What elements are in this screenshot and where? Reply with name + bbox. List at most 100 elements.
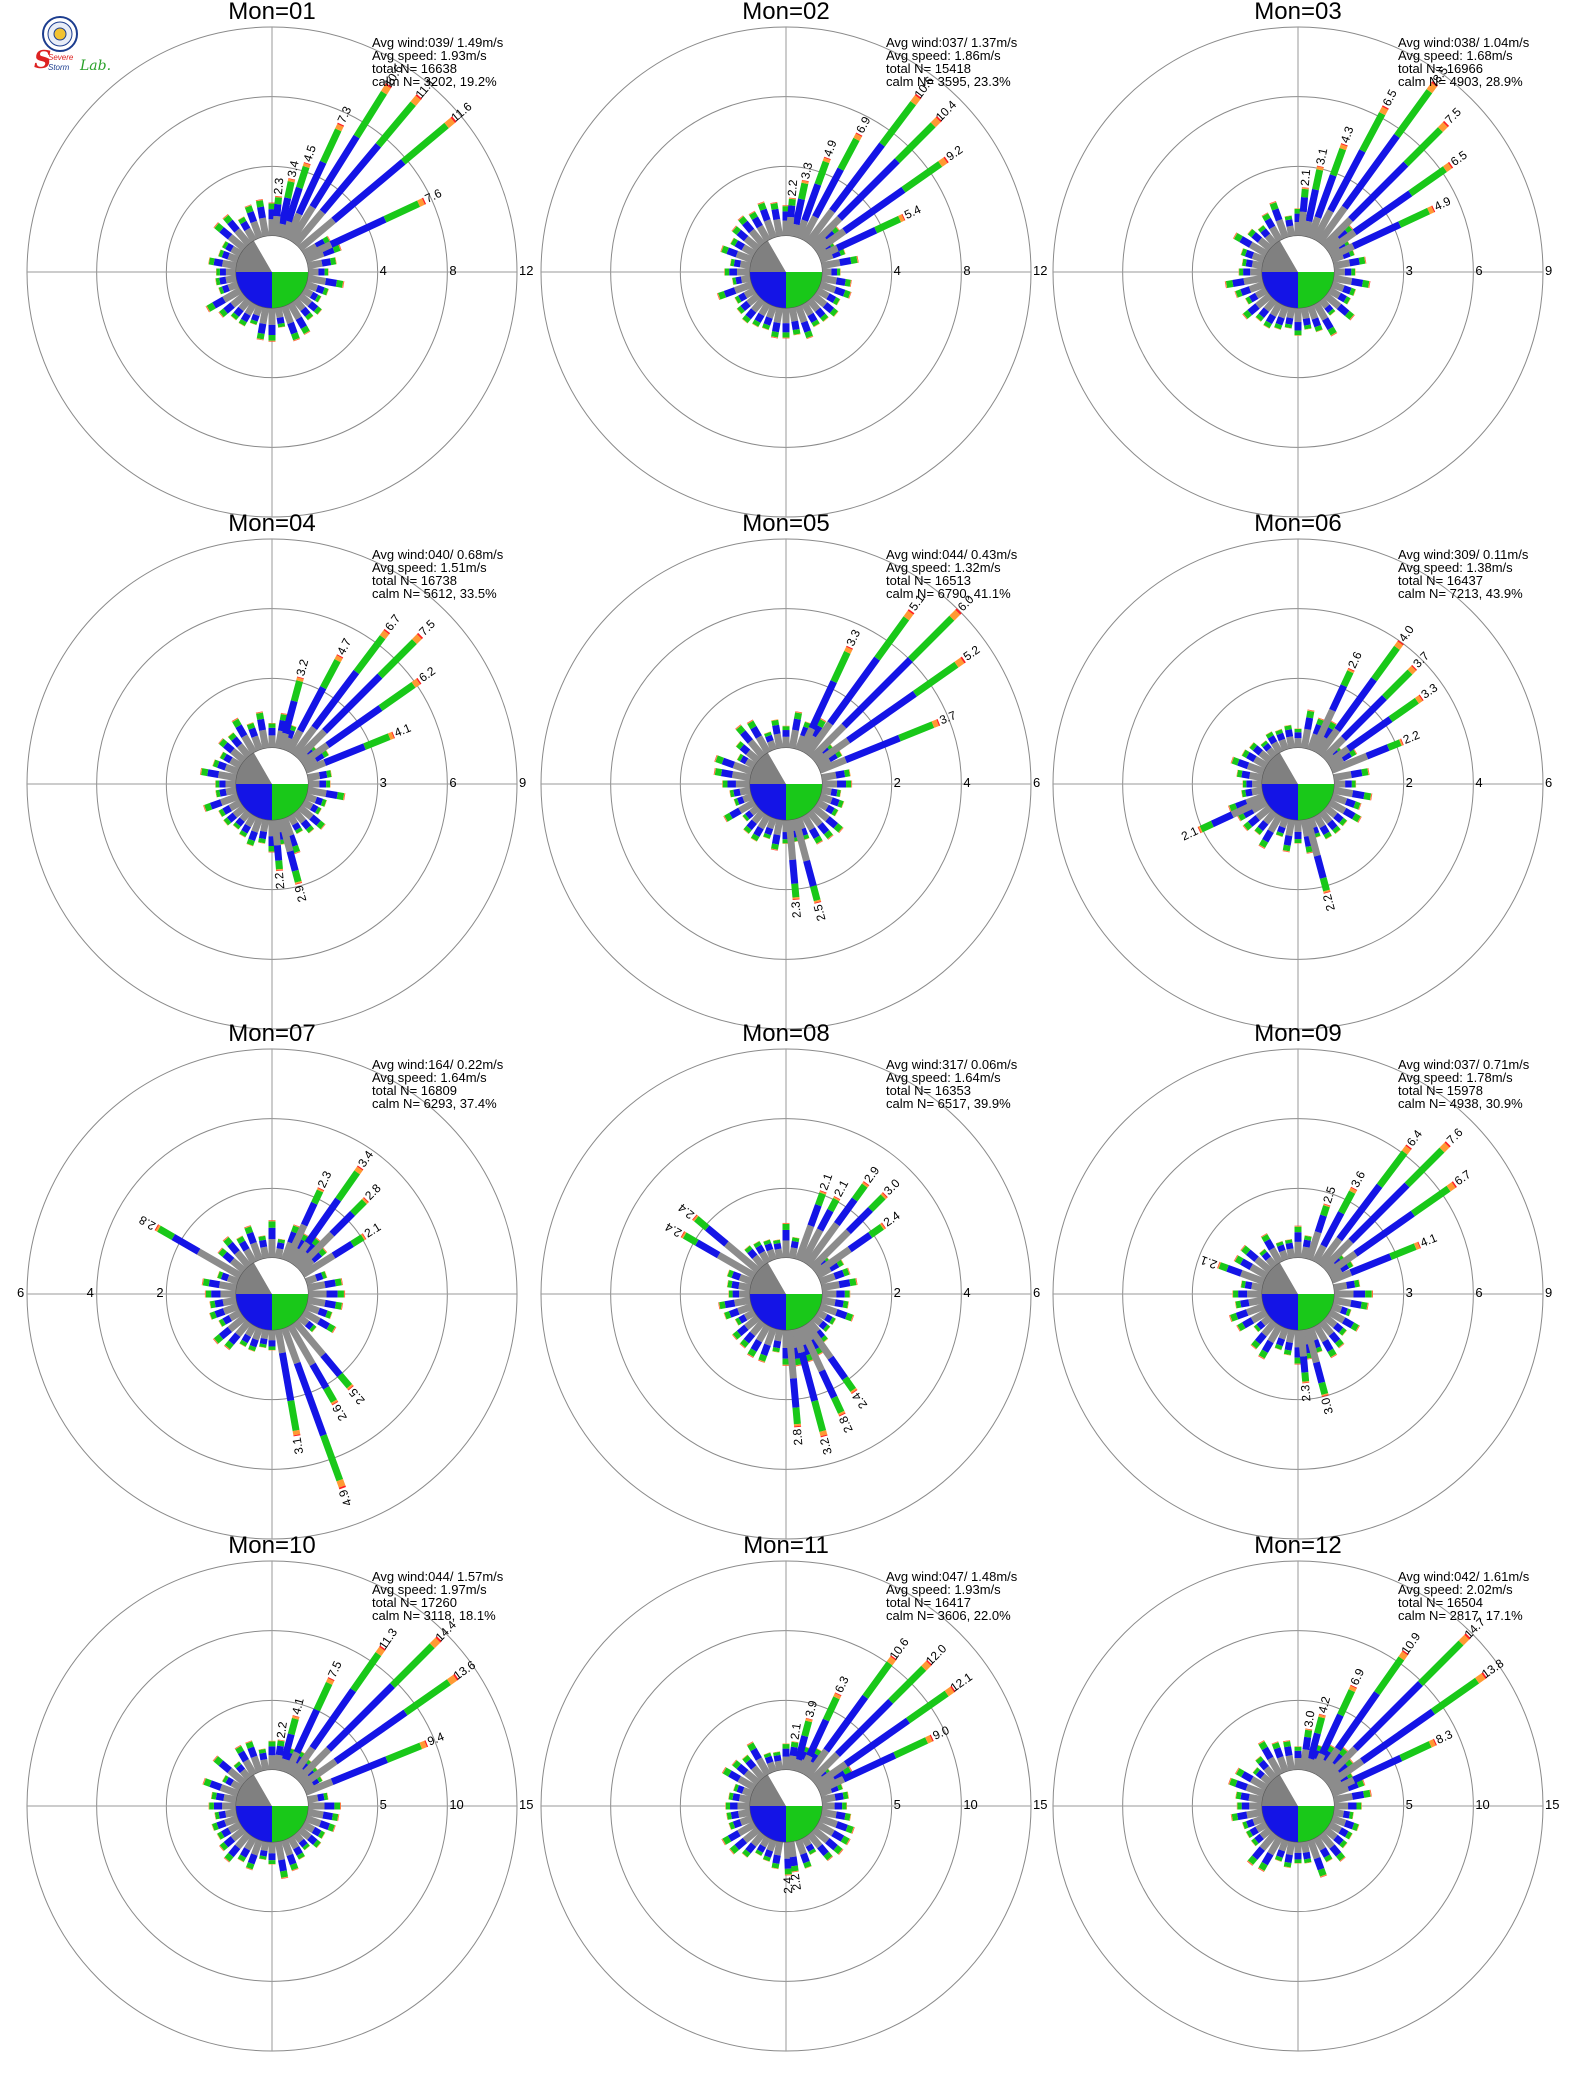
calm-n-stat: calm N= 3118, 18.1% xyxy=(372,1608,496,1623)
background-petal xyxy=(746,719,772,755)
petal-segment xyxy=(1404,1147,1445,1188)
petal-value-label: 4.1 xyxy=(289,1696,307,1716)
background-petal xyxy=(757,201,777,240)
petal-segment xyxy=(766,304,777,319)
petal-segment xyxy=(379,630,390,640)
petal-segment xyxy=(1300,306,1310,320)
background-petal xyxy=(734,286,757,304)
total-n-stat: total N= 17260 xyxy=(372,1595,457,1610)
petal-segment xyxy=(795,219,809,240)
petal-segment xyxy=(171,1233,201,1255)
petal-segment xyxy=(755,735,772,755)
petal-segment xyxy=(1342,1810,1351,1819)
background-petal xyxy=(1241,786,1264,798)
background-petal xyxy=(815,286,841,306)
petal-segment xyxy=(771,331,779,338)
background-petal xyxy=(747,1323,772,1358)
petal-segment xyxy=(1218,1262,1229,1272)
petal-segment xyxy=(1394,89,1433,138)
petal-segment xyxy=(1275,729,1284,736)
petal-segment xyxy=(260,818,270,833)
petal-segment xyxy=(1267,1756,1284,1777)
petal-segment xyxy=(307,301,319,312)
petal-segment xyxy=(743,1769,761,1786)
petal-segment xyxy=(304,1815,322,1827)
petal-segment xyxy=(760,1343,771,1357)
petal-segment xyxy=(792,328,801,335)
petal-segment xyxy=(1439,1142,1450,1153)
background-petal xyxy=(731,1314,761,1341)
petal-segment xyxy=(1248,292,1259,303)
petal-segment xyxy=(291,1225,300,1234)
background-petal xyxy=(746,1741,772,1777)
petal-segment xyxy=(331,1813,339,1822)
petal-segment xyxy=(736,229,749,242)
labeled-petal xyxy=(1197,796,1267,834)
petal-segment xyxy=(225,242,234,252)
petal-segment xyxy=(218,1281,238,1292)
labeled-petal xyxy=(804,1181,870,1267)
petal-segment xyxy=(837,158,900,221)
petal-segment xyxy=(329,1210,356,1237)
background-petal xyxy=(1327,1308,1360,1332)
background-petal xyxy=(203,793,240,812)
background-petal xyxy=(770,818,784,851)
petal-segment xyxy=(745,749,761,764)
petal-segment xyxy=(749,804,761,816)
background-petal xyxy=(199,767,238,782)
petal-segment xyxy=(842,1791,849,1800)
petal-segment xyxy=(304,1303,320,1315)
petal-segment xyxy=(1312,301,1329,321)
petal-segment xyxy=(850,1387,857,1394)
petal-segment xyxy=(240,1847,251,1858)
labeled-petal xyxy=(292,94,423,247)
petal-segment xyxy=(235,1745,245,1755)
calm-sector xyxy=(272,748,308,784)
petal-segment xyxy=(256,332,265,340)
petal-segment xyxy=(820,745,831,756)
labeled-petal xyxy=(799,1195,841,1264)
petal-segment xyxy=(330,257,337,266)
petal-segment xyxy=(1312,169,1324,191)
petal-segment xyxy=(764,1326,777,1346)
petal-segment xyxy=(227,1820,243,1834)
petal-segment xyxy=(227,234,247,252)
petal-segment xyxy=(1351,1790,1365,1800)
petal-segment xyxy=(901,161,943,193)
calm-sector xyxy=(786,236,822,272)
petal-segment xyxy=(1332,786,1354,798)
petal-segment xyxy=(313,1681,333,1712)
panel-title: Mon=02 xyxy=(742,0,829,25)
panel-title: Mon=03 xyxy=(1254,0,1341,25)
petal-segment xyxy=(1323,1314,1338,1328)
petal-segment xyxy=(244,1835,258,1851)
petal-segment xyxy=(734,1296,752,1307)
petal-segment xyxy=(306,786,327,797)
petal-segment xyxy=(1284,323,1293,329)
petal-segment xyxy=(209,1311,217,1320)
petal-segment xyxy=(1332,771,1352,782)
petal-segment xyxy=(1307,216,1322,240)
avg-speed-stat: Avg speed: 1.64m/s xyxy=(886,1070,1001,1085)
petal-segment xyxy=(740,1339,749,1348)
background-petal xyxy=(230,297,252,321)
petal-segment xyxy=(1285,317,1294,325)
petal-segment xyxy=(1254,1256,1273,1274)
petal-segment xyxy=(1274,1343,1283,1350)
petal-segment xyxy=(305,1768,316,1779)
background-petal xyxy=(1250,1826,1273,1847)
background-petal xyxy=(245,1838,263,1871)
petal-segment xyxy=(835,1821,849,1832)
petal-segment xyxy=(309,291,319,301)
petal-segment xyxy=(1229,1312,1239,1322)
tick-label: 10 xyxy=(1475,1797,1489,1812)
background-petal xyxy=(1323,292,1355,321)
petal-segment xyxy=(326,1323,336,1333)
calm-sector xyxy=(1262,240,1298,272)
petal-segment xyxy=(809,1337,821,1351)
petal-segment xyxy=(240,312,251,323)
petal-segment xyxy=(826,293,837,304)
petal-segment xyxy=(734,295,742,304)
petal-segment xyxy=(321,749,329,758)
